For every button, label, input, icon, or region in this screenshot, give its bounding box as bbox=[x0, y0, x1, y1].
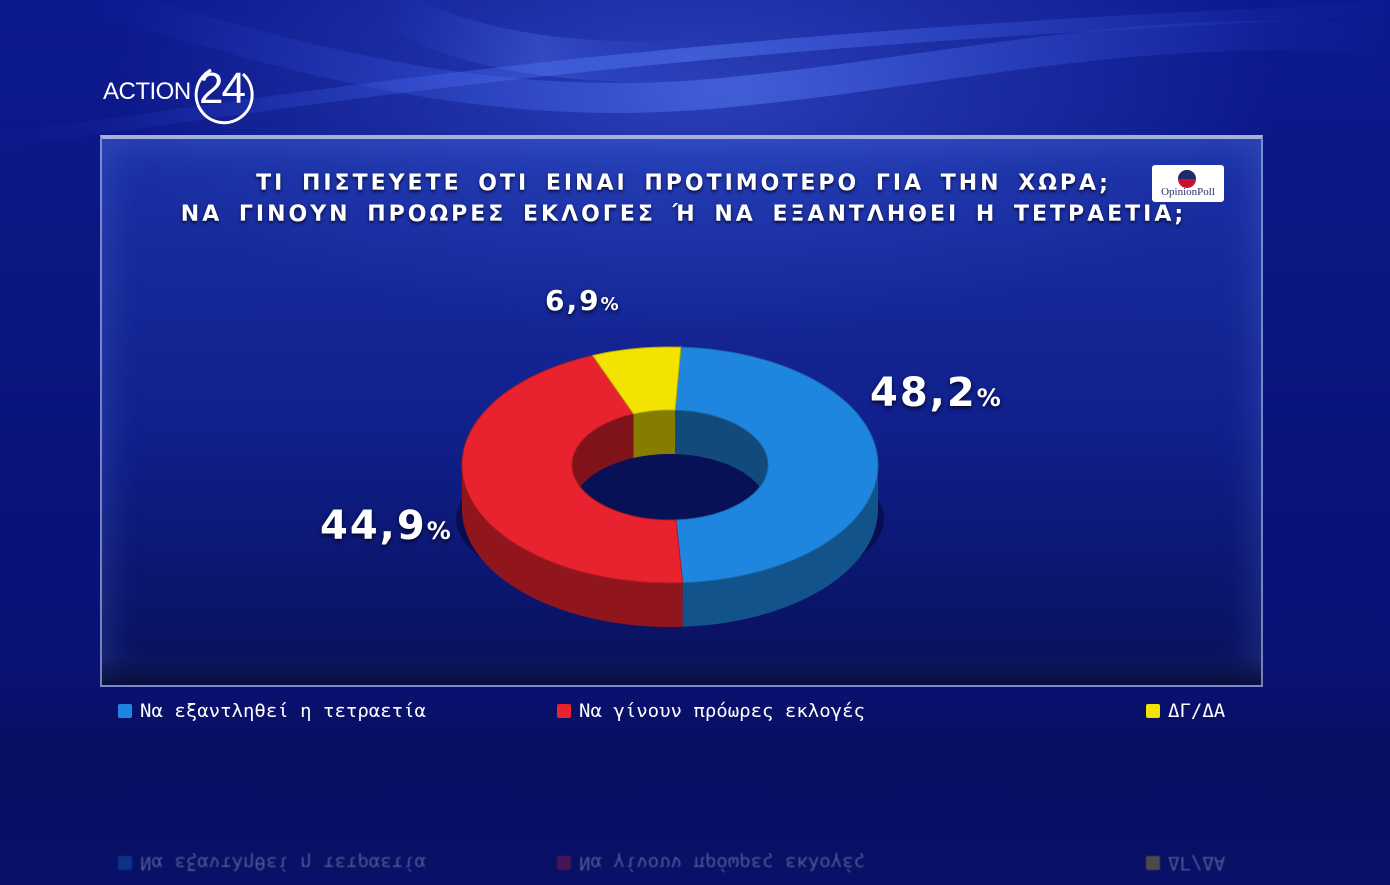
legend-label: ΔΓ/ΔΑ bbox=[1168, 700, 1226, 722]
donut-side-0 bbox=[682, 465, 878, 627]
donut-slice-1 bbox=[461, 354, 684, 584]
legend-reflection: Να εξαντληθεί η τετραετία Να γίνουν πρόω… bbox=[0, 850, 1390, 874]
legend-label: Να γίνουν πρόωρες εκλογές bbox=[579, 700, 865, 722]
legend-swatch-blue bbox=[118, 704, 132, 718]
legend-reflection-label: Να εξαντληθεί η τετραετία bbox=[140, 852, 426, 874]
donut-inner-wall-1 bbox=[572, 413, 634, 509]
legend-reflection-swatch bbox=[1146, 856, 1160, 870]
slice-label-ekloges: 44,9% bbox=[320, 503, 451, 549]
floor-reflection-area bbox=[0, 655, 1390, 885]
donut-side-1 bbox=[462, 465, 683, 627]
chart-legend: Να εξαντληθεί η τετραετία Να γίνουν πρόω… bbox=[0, 700, 1390, 724]
donut-inner-wall-2 bbox=[633, 410, 676, 458]
legend-reflection-swatch bbox=[557, 856, 571, 870]
legend-item-ekloges: Να γίνουν πρόωρες εκλογές bbox=[557, 700, 865, 722]
donut-slice-0 bbox=[674, 346, 879, 584]
legend-item-dgda: ΔΓ/ΔΑ bbox=[1146, 700, 1225, 722]
chart-title: ΤΙ ΠΙΣΤΕΥΕΤΕ ΟΤΙ ΕΙΝΑΙ ΠΡΟΤΙΜΟΤΕΡΟ ΓΙΑ Τ… bbox=[256, 171, 1111, 196]
donut-slice-2 bbox=[591, 346, 682, 415]
legend-reflection-swatch bbox=[118, 856, 132, 870]
opinion-poll-dot-icon bbox=[1178, 170, 1196, 188]
logo-ring-icon bbox=[194, 68, 254, 125]
opinion-poll-text: OpinionPoll bbox=[1161, 186, 1215, 198]
legend-reflection-item: Να εξαντληθεί η τετραετία bbox=[118, 852, 426, 874]
panel-bottom-strip bbox=[102, 657, 1261, 685]
legend-reflection-label: ΔΓ/ΔΑ bbox=[1168, 852, 1226, 874]
logo-brand-text: ACTION bbox=[103, 78, 191, 105]
legend-reflection-label: Να γίνουν πρόωρες εκλογές bbox=[579, 852, 865, 874]
opinion-poll-logo: OpinionPoll bbox=[1152, 165, 1224, 202]
legend-reflection-item: ΔΓ/ΔΑ bbox=[1146, 852, 1225, 874]
legend-item-tetraetia: Να εξαντληθεί η τετραετία bbox=[118, 700, 426, 722]
donut-hole bbox=[576, 444, 764, 535]
logo-brand-number: 24 bbox=[199, 64, 246, 113]
legend-label: Να εξαντληθεί η τετραετία bbox=[140, 700, 426, 722]
slice-label-dgda: 6,9% bbox=[545, 284, 619, 317]
legend-swatch-red bbox=[557, 704, 571, 718]
donut-inner-wall-0 bbox=[675, 410, 768, 509]
action24-logo: ACTION 24 bbox=[103, 62, 263, 126]
slice-label-tetraetia: 48,2% bbox=[870, 370, 1001, 416]
legend-swatch-yellow bbox=[1146, 704, 1160, 718]
legend-reflection-item: Να γίνουν πρόωρες εκλογές bbox=[557, 852, 865, 874]
chart-subtitle: ΝΑ ΓΙΝΟΥΝ ΠΡΟΩΡΕΣ ΕΚΛΟΓΕΣ Ή ΝΑ ΕΞΑΝΤΛΗΘΕ… bbox=[180, 202, 1187, 227]
